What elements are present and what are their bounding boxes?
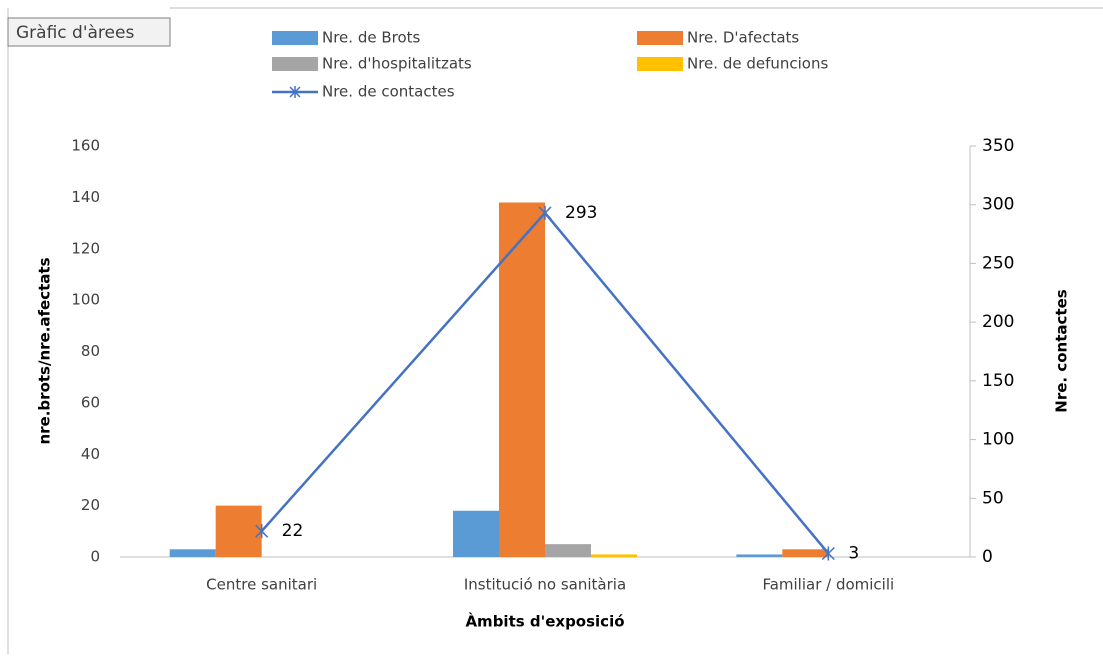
- bar: [782, 549, 829, 557]
- y2-tick-label: 100: [982, 430, 1014, 450]
- x-tick-label: Familiar / domicili: [762, 576, 894, 594]
- y-tick-label: 20: [81, 496, 100, 514]
- y2-tick-label: 0: [982, 547, 993, 567]
- legend-swatch: [272, 31, 318, 45]
- y-tick-label: 60: [81, 393, 100, 411]
- chart-title: Gràfic d'àrees: [16, 23, 134, 43]
- y2-tick-label: 250: [982, 253, 1014, 273]
- bar: [545, 544, 591, 557]
- legend-swatch: [272, 57, 318, 71]
- data-label: 293: [565, 203, 597, 223]
- legend-marker: [289, 86, 301, 98]
- legend-label: Nre. de Brots: [322, 29, 421, 47]
- y2-tick-label: 150: [982, 371, 1014, 391]
- y-tick-label: 0: [90, 548, 100, 566]
- legend-label: Nre. de contactes: [322, 83, 455, 101]
- bar: [453, 510, 499, 557]
- y-tick-label: 120: [71, 239, 100, 257]
- legend-label: Nre. d'hospitalitzats: [322, 55, 472, 73]
- y-tick-label: 80: [81, 342, 100, 360]
- legend-swatch: [637, 57, 683, 71]
- y-tick-label: 100: [71, 291, 100, 309]
- bar: [215, 505, 262, 557]
- y2-tick-label: 350: [982, 136, 1014, 156]
- marker: [255, 524, 269, 539]
- data-label: 22: [282, 521, 304, 541]
- legend-label: Nre. de defuncions: [687, 55, 828, 73]
- title-box: [7, 17, 171, 47]
- bar: [499, 202, 545, 557]
- bar: [591, 554, 637, 557]
- y-tick-label: 40: [81, 445, 100, 463]
- y-tick-label: 160: [71, 137, 100, 155]
- x-tick-label: Centre sanitari: [206, 576, 317, 594]
- y2-tick-label: 50: [982, 488, 1004, 508]
- bar: [169, 549, 216, 557]
- bar: [736, 554, 783, 557]
- y-tick-label: 140: [71, 188, 100, 206]
- y2-tick-label: 200: [982, 312, 1014, 332]
- marker: [538, 205, 552, 220]
- y2-tick-label: 300: [982, 195, 1014, 215]
- x-tick-label: Institució no sanitària: [464, 576, 626, 594]
- y2-axis-title: Nre. contactes: [1053, 289, 1071, 412]
- legend-label: Nre. D'afectats: [687, 29, 799, 47]
- data-label: 3: [848, 543, 859, 563]
- x-axis-title: Àmbits d'exposició: [465, 612, 624, 631]
- y-axis-title: nre.brots/nre.afectats: [36, 257, 54, 444]
- marker: [821, 546, 835, 561]
- legend-swatch: [637, 31, 683, 45]
